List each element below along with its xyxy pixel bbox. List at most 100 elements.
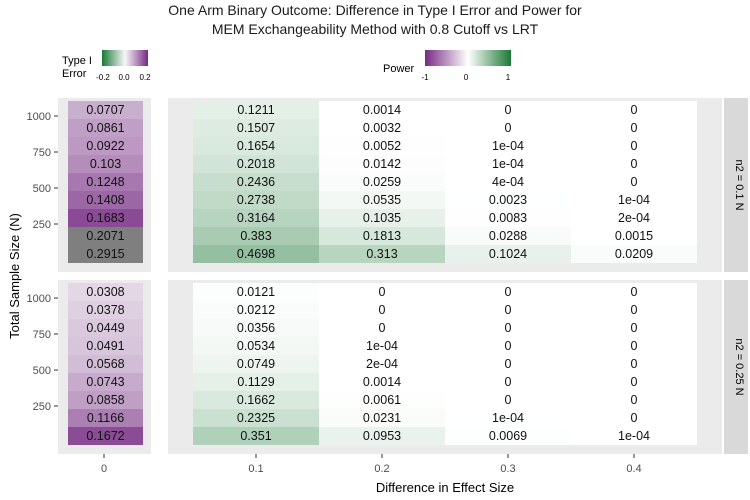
typeI-cell-label: 0.1683 [86, 211, 124, 225]
power-cell [445, 245, 571, 263]
power-cell-label: 1e-04 [618, 193, 650, 207]
y-tick-label: 750 [33, 147, 51, 159]
power-cell [445, 283, 571, 301]
legend-typeI-title-2: Error [62, 68, 87, 80]
legend-typeI-title-1: Type I [62, 55, 92, 67]
power-cell-label: 0 [631, 303, 638, 317]
power-cell [319, 373, 445, 391]
power-cell [445, 227, 571, 245]
power-cell-label: 2e-04 [618, 211, 650, 225]
power-cell [445, 391, 571, 409]
power-cell-label: 4e-04 [492, 175, 524, 189]
power-cell [571, 137, 697, 155]
power-cell [571, 227, 697, 245]
power-cell-label: 0 [631, 121, 638, 135]
power-cell-label: 1e-04 [618, 429, 650, 443]
x-axis: 0 0.1 0.2 0.3 0.4 Difference in Effect S… [101, 454, 642, 495]
power-cell [445, 155, 571, 173]
power-cell [193, 173, 319, 191]
power-cell-label: 0.0534 [237, 339, 275, 353]
power-cell-label: 0.4698 [237, 247, 275, 261]
power-cell [319, 209, 445, 227]
power-cell [319, 137, 445, 155]
power-cell-label: 0.2436 [237, 175, 275, 189]
power-cell [445, 191, 571, 209]
power-cell-label: 0.0356 [237, 321, 275, 335]
power-cell-label: 0.0231 [363, 411, 401, 425]
power-cell [445, 137, 571, 155]
power-cell [193, 191, 319, 209]
power-cell-label: 0 [379, 303, 386, 317]
typeI-cell [68, 191, 143, 209]
typeI-cell-label: 0.0858 [86, 393, 124, 407]
power-cell [193, 137, 319, 155]
typeI-cell-label: 0.0743 [86, 375, 124, 389]
power-cell [571, 173, 697, 191]
x-tick-label-3: 0.3 [500, 463, 515, 475]
power-cell-label: 0.351 [240, 429, 271, 443]
power-cell-label: 0.0015 [615, 229, 653, 243]
legend-typeI-tick-mid: 0.0 [118, 73, 130, 82]
power-cell [571, 101, 697, 119]
power-cell-label: 0 [631, 393, 638, 407]
power-cell [571, 301, 697, 319]
power-cell [193, 409, 319, 427]
legend-typeI-tick-high: 0.2 [139, 73, 151, 82]
typeI-cell [68, 373, 143, 391]
power-cell [193, 337, 319, 355]
x-tick-label-1: 0.1 [248, 463, 263, 475]
power-cell-label: 0.0142 [363, 157, 401, 171]
power-cell-label: 1e-04 [492, 157, 524, 171]
legend-power-tick-low: -1 [421, 73, 429, 82]
typeI-cell-label: 0.1248 [86, 175, 124, 189]
power-cell [193, 301, 319, 319]
power-cell [571, 319, 697, 337]
power-cell [445, 173, 571, 191]
power-cell [319, 319, 445, 337]
typeI-cell-label: 0.1166 [87, 411, 124, 425]
power-cell [319, 391, 445, 409]
power-cell-label: 0.1507 [237, 121, 275, 135]
power-cell-label: 0 [505, 321, 512, 335]
typeI-cell [68, 119, 143, 137]
typeI-cell [68, 427, 143, 445]
power-cell [571, 283, 697, 301]
power-cell [193, 319, 319, 337]
power-cell-label: 0.0061 [363, 393, 401, 407]
power-cell-label: 0 [505, 303, 512, 317]
typeI-cell [68, 101, 143, 119]
power-cell-label: 0 [505, 121, 512, 135]
power-cell-label: 1e-04 [366, 339, 398, 353]
y-tick-label: 500 [33, 183, 51, 195]
power-cell-label: 0 [631, 103, 638, 117]
power-cell-label: 0.0083 [489, 211, 527, 225]
power-cell [445, 119, 571, 137]
typeI-cell [68, 173, 143, 191]
power-cell-label: 0.0209 [615, 247, 653, 261]
power-cell [445, 101, 571, 119]
power-cell [319, 337, 445, 355]
power-cell-label: 0 [631, 139, 638, 153]
power-cell [571, 155, 697, 173]
typeI-cell [68, 355, 143, 373]
typeI-cell-label: 0.0308 [86, 285, 124, 299]
power-cell [193, 355, 319, 373]
power-cell [193, 119, 319, 137]
power-cell [571, 391, 697, 409]
power-cell-label: 0.1662 [237, 393, 275, 407]
power-cell-label: 0 [505, 339, 512, 353]
typeI-cell [68, 283, 143, 301]
power-cell-label: 0.2018 [237, 157, 275, 171]
typeI-cell [68, 155, 143, 173]
power-cell [445, 301, 571, 319]
typeI-cell-label: 0.0491 [86, 339, 124, 353]
power-cell [319, 101, 445, 119]
x-tick-label-2: 0.2 [374, 463, 389, 475]
power-cell-label: 0.0749 [237, 357, 275, 371]
power-cell-label: 0.313 [366, 247, 397, 261]
power-cell-label: 0.1654 [237, 139, 275, 153]
power-cell-label: 0.0069 [489, 429, 527, 443]
typeI-cell-label: 0.103 [90, 157, 121, 171]
power-cell [571, 427, 697, 445]
